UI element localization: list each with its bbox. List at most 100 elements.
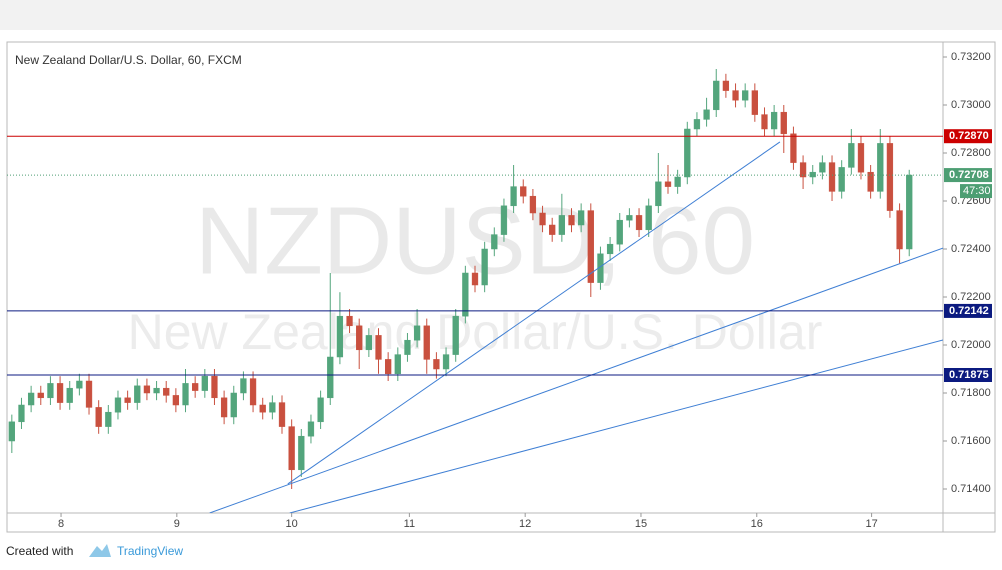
candle-body [37,392,44,399]
candle-body [529,195,537,214]
candle-body [336,315,344,358]
candle-body [356,325,363,351]
level-label: 0.72870 [949,130,989,142]
candle-body [906,174,913,250]
candle-body [327,356,334,399]
candle-body [896,210,903,250]
candle-body [124,397,131,403]
candle-body [819,162,826,173]
candle-body [394,354,401,375]
x-tick-label: 15 [635,518,647,530]
candle-body [423,325,430,360]
candle-body [790,133,797,163]
candle-body [95,407,102,427]
candle-body [780,111,787,135]
candle-body [857,143,865,173]
candle-body [278,402,286,427]
candle-body [635,215,643,231]
candle-body [413,325,421,341]
y-tick-label: 0.71800 [951,387,991,399]
candle-body [713,80,720,111]
y-tick-label: 0.72800 [951,147,991,159]
x-tick-label: 16 [751,518,763,530]
level-label: 0.71875 [949,369,989,381]
candle-body [269,402,276,413]
candle-body [664,181,672,187]
x-tick-label: 17 [865,518,877,530]
candle-body [510,186,517,207]
y-tick-label: 0.72400 [951,243,991,255]
candle-body [722,80,730,91]
candle-body [587,210,594,283]
candle-body [76,380,83,389]
level-tag [944,368,992,382]
candle-body [886,143,894,211]
candle-body [693,119,701,130]
candle-body [848,143,855,168]
candle-body [877,143,884,192]
candle-body [549,224,556,235]
x-tick-label: 11 [404,518,415,530]
candle-body [220,397,228,418]
y-tick-label: 0.71400 [951,483,991,495]
candle-body [230,392,237,418]
candle-body [153,387,160,394]
candle-body [799,162,807,178]
candle-body [616,219,623,245]
chart-title: New Zealand Dollar/U.S. Dollar, 60, FXCM [15,53,242,67]
candle-body [761,114,768,130]
level-tag [944,129,992,144]
candle-body [577,210,585,226]
candle-body [539,212,546,226]
candle-body [452,315,459,355]
candle-body [317,397,324,423]
watermark-name: New Zealand Dollar/U.S. Dollar [128,304,823,360]
candle-body [558,215,565,235]
candle-body [85,380,93,408]
footer-brand[interactable]: TradingView [117,544,183,558]
candle-body [182,383,189,406]
candle-body [742,90,749,101]
plot [8,69,943,513]
x-tick-label: 12 [519,518,531,530]
x-tick-label: 9 [174,518,180,530]
y-tick-label: 0.72000 [951,339,991,351]
x-tick-label: 8 [58,518,64,530]
last-price-tag [944,168,992,183]
candle-body [163,387,170,396]
candle-body [346,315,353,327]
last-price-label: 0.72708 [949,169,989,181]
countdown-label: 47:30 [963,185,991,197]
level-label: 0.72142 [949,305,989,317]
level-tag [944,303,992,318]
candle-body [143,385,151,394]
footer-created: Created with [6,544,73,558]
candle-body [114,397,122,413]
candle-body [684,128,691,178]
candle-body [626,215,633,221]
trend-line [289,339,943,513]
candle-body [56,383,64,403]
candle-body [47,383,54,399]
candle-body [645,205,652,231]
candle-body [307,421,315,437]
trend-line [209,247,943,513]
candle-body [471,272,479,286]
candle-body [838,167,845,192]
tradingview-logo [89,544,111,557]
countdown-tag [960,184,992,199]
candle-body [8,421,15,442]
candle-body [674,176,681,187]
candle-body [27,392,35,406]
candle-body [770,111,778,130]
candle-body [481,248,488,286]
logo-mark [89,544,111,557]
candle-body [259,404,266,413]
candle-body [751,90,758,115]
trend-line [287,141,781,485]
candle-body [703,109,710,120]
toolbar [0,0,1002,30]
candle-body [298,435,305,471]
candle-body [867,171,874,192]
